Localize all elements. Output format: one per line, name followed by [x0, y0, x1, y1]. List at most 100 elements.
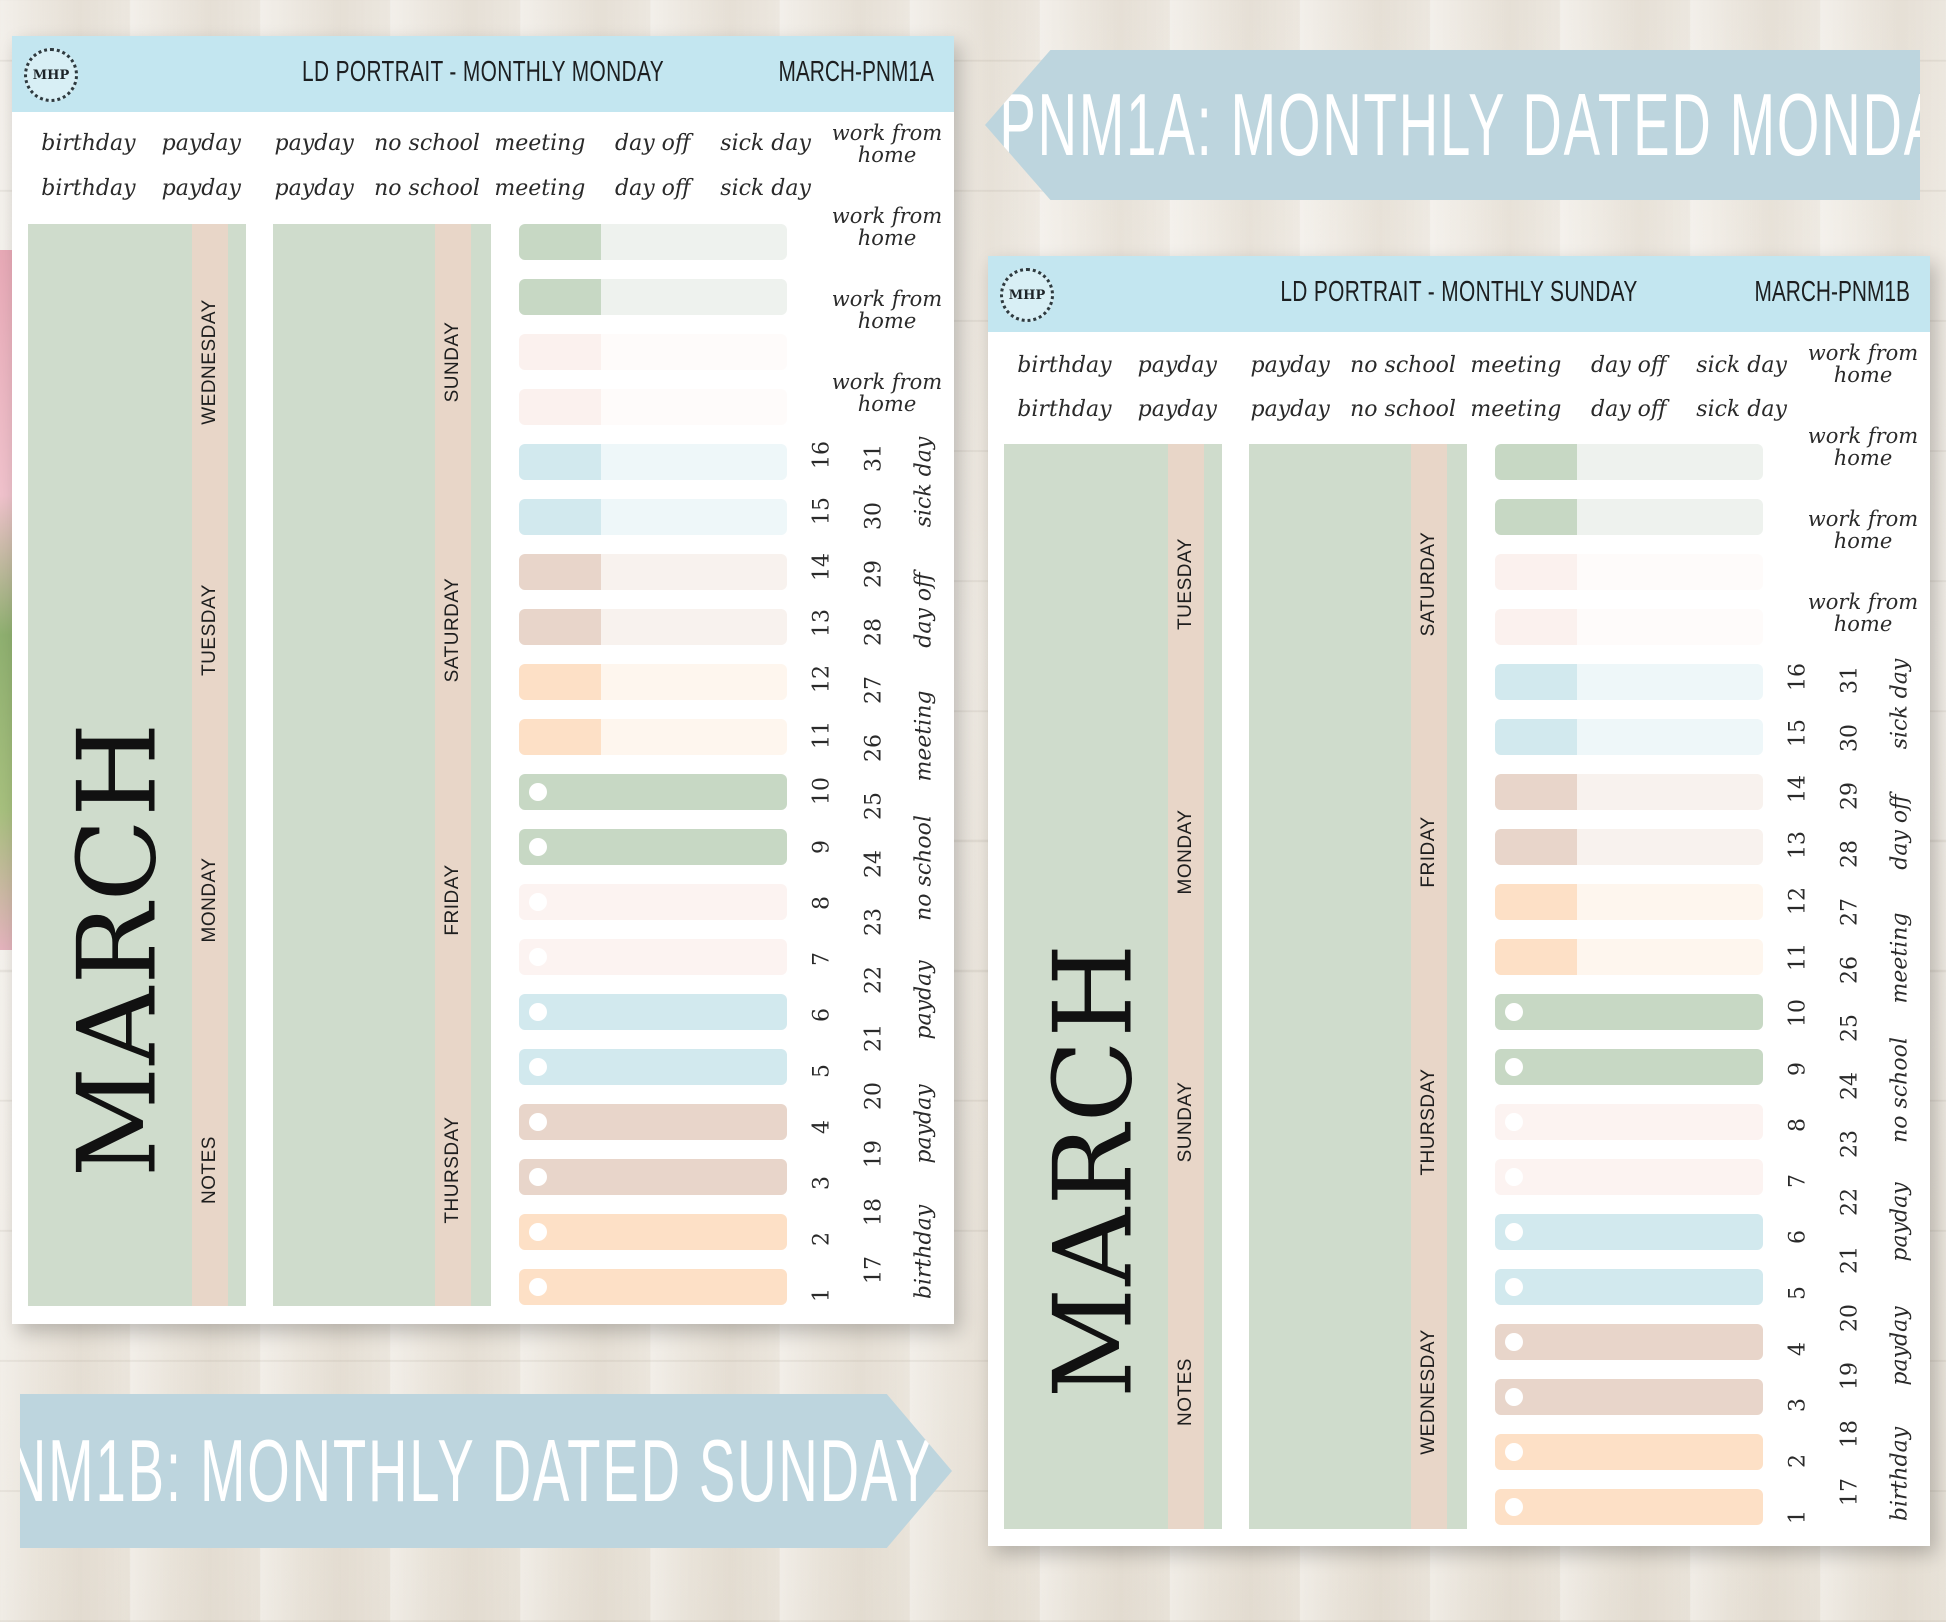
word-sticker: payday — [1250, 397, 1330, 422]
vertical-word-sticker: meeting — [1887, 912, 1913, 1004]
date-number: 13 — [809, 609, 835, 637]
label-sticker — [519, 279, 787, 315]
word-sticker: no school — [1350, 397, 1456, 422]
banner-text: PNM1A: MONTHLY DATED MONDAY — [999, 75, 1946, 174]
date-number: 30 — [1837, 724, 1863, 752]
sheet-title: LD PORTRAIT - MONTHLY MONDAY — [301, 56, 665, 88]
label-sticker — [1495, 499, 1763, 535]
flower-decoration — [0, 250, 14, 950]
date-number: 9 — [1785, 1062, 1811, 1076]
dot-sticker — [1495, 1379, 1763, 1415]
date-number: 26 — [1837, 956, 1863, 984]
label-sticker — [519, 444, 787, 480]
day-stripe: SATURDAY FRIDAY THURSDAY WEDNESDAY — [1411, 444, 1447, 1529]
date-number: 26 — [861, 734, 887, 762]
label-sticker — [1495, 939, 1763, 975]
mhp-logo: MHP — [1000, 268, 1054, 322]
date-number: 25 — [1837, 1014, 1863, 1042]
date-number: 15 — [1785, 719, 1811, 747]
date-number: 12 — [1785, 887, 1811, 915]
date-number: 17 — [861, 1256, 887, 1284]
date-number: 19 — [1837, 1362, 1863, 1390]
dot-sticker — [1495, 1049, 1763, 1085]
date-number: 2 — [1785, 1454, 1811, 1468]
wfh-sticker: work from home — [831, 370, 943, 416]
sticker-sheet-monthly-sunday: MHP LD PORTRAIT - MONTHLY SUNDAY MARCH-P… — [988, 256, 1930, 1546]
dot-sticker — [519, 829, 787, 865]
word-sticker: sick day — [1696, 353, 1787, 378]
word-sticker: payday — [1137, 397, 1217, 422]
word-sticker: payday — [161, 131, 241, 156]
date-number: 20 — [1837, 1304, 1863, 1332]
vertical-word-sticker: payday — [911, 960, 937, 1040]
day-label: SUNDAY — [442, 321, 463, 403]
wfh-sticker: work from home — [831, 204, 943, 250]
wfh-sticker: work from home — [1807, 424, 1919, 470]
day-stripe: WEDNESDAY TUESDAY MONDAY NOTES — [192, 224, 228, 1306]
word-sticker: payday — [274, 131, 354, 156]
dot-sticker — [519, 994, 787, 1030]
date-number: 5 — [809, 1064, 835, 1078]
word-sticker: day off — [1591, 397, 1667, 422]
wfh-sticker: work from home — [831, 287, 943, 333]
date-number: 18 — [1837, 1420, 1863, 1448]
date-number: 21 — [1837, 1246, 1863, 1274]
dot-sticker — [1495, 1489, 1763, 1525]
date-number: 3 — [1785, 1398, 1811, 1412]
mhp-logo: MHP — [24, 48, 78, 102]
date-number: 7 — [1785, 1174, 1811, 1188]
dot-sticker — [519, 1104, 787, 1140]
sticker-sheet-monthly-monday: MHP LD PORTRAIT - MONTHLY MONDAY MARCH-P… — [12, 36, 954, 1324]
label-sticker — [1495, 444, 1763, 480]
dot-sticker — [519, 1159, 787, 1195]
vertical-word-sticker: birthday — [1887, 1426, 1913, 1522]
day-label: NOTES — [1175, 1358, 1196, 1426]
day-label: SUNDAY — [1175, 1081, 1196, 1163]
date-number: 28 — [1837, 840, 1863, 868]
date-number: 23 — [1837, 1130, 1863, 1158]
notes-column: TUESDAY MONDAY SUNDAY NOTES MARCH — [1004, 444, 1222, 1529]
date-number: 19 — [861, 1140, 887, 1168]
day-label: WEDNESDAY — [1418, 1329, 1439, 1455]
date-number: 11 — [809, 721, 835, 749]
date-number: 18 — [861, 1198, 887, 1226]
day-label: TUESDAY — [1175, 538, 1196, 630]
date-number: 20 — [861, 1082, 887, 1110]
day-label: WEDNESDAY — [199, 299, 220, 425]
date-number: 1 — [1785, 1510, 1811, 1524]
day-label: SATURDAY — [442, 577, 463, 683]
date-number: 11 — [1785, 943, 1811, 971]
date-number: 10 — [809, 777, 835, 805]
date-number: 22 — [861, 966, 887, 994]
date-number: 23 — [861, 908, 887, 936]
dot-sticker — [519, 1049, 787, 1085]
date-number: 8 — [809, 896, 835, 910]
date-number: 30 — [861, 502, 887, 530]
vertical-word-sticker: payday — [1887, 1306, 1913, 1386]
label-sticker — [519, 609, 787, 645]
word-sticker: payday — [274, 176, 354, 201]
date-number: 2 — [809, 1232, 835, 1246]
day-label: MONDAY — [1175, 809, 1196, 895]
word-sticker: birthday — [1017, 397, 1112, 422]
date-number: 21 — [861, 1024, 887, 1052]
sheet-code: MARCH-PNM1A — [778, 56, 934, 88]
date-number: 14 — [809, 553, 835, 581]
date-number: 22 — [1837, 1188, 1863, 1216]
date-number: 9 — [809, 840, 835, 854]
notes-column: WEDNESDAY TUESDAY MONDAY NOTES MARCH — [28, 224, 246, 1306]
word-sticker: birthday — [41, 131, 136, 156]
word-sticker: day off — [1591, 353, 1667, 378]
label-sticker — [1495, 719, 1763, 755]
word-sticker: meeting — [1470, 397, 1562, 422]
label-sticker — [519, 224, 787, 260]
dot-sticker — [519, 939, 787, 975]
label-sticker — [1495, 664, 1763, 700]
date-number: 31 — [1837, 666, 1863, 694]
day-stripe: SUNDAY SATURDAY FRIDAY THURSDAY — [435, 224, 471, 1306]
word-sticker-row: birthday payday payday no school meeting… — [32, 169, 822, 209]
day-column: SUNDAY SATURDAY FRIDAY THURSDAY — [273, 224, 491, 1306]
vertical-word-sticker: sick day — [1887, 658, 1913, 750]
label-sticker — [1495, 609, 1763, 645]
sheet-code: MARCH-PNM1B — [1754, 276, 1910, 308]
